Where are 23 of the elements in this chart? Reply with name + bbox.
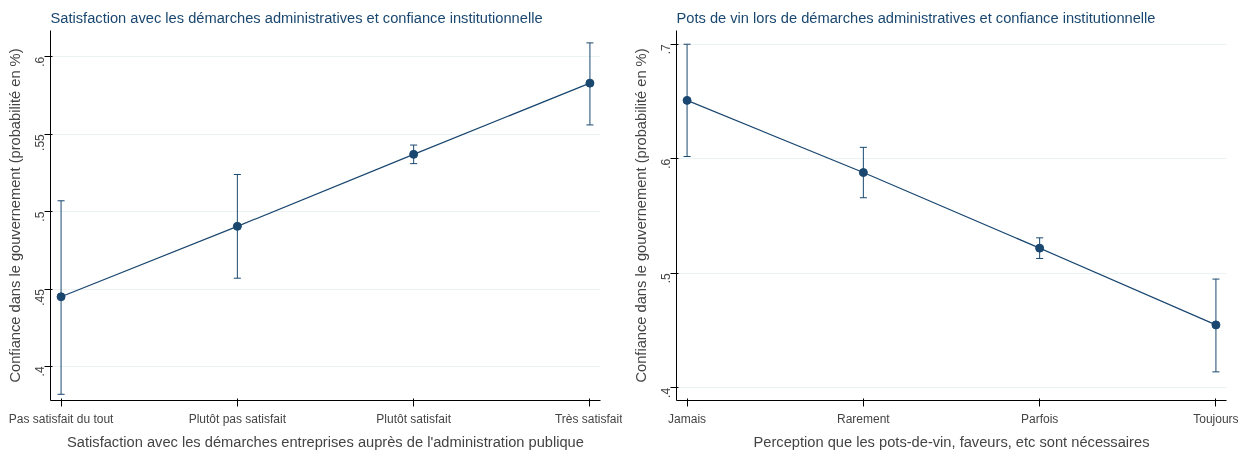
y-tick-label: .6 [659, 158, 673, 169]
y-tick-label: .45 [33, 288, 47, 306]
y-tick-label: .7 [659, 43, 673, 55]
x-axis-title: Satisfaction avec les démarches entreprises auprès de l'administration publique [67, 433, 584, 450]
y-axis-title: Confiance dans le gouvernement (probabilité en %) [632, 48, 649, 383]
x-tick-label: Plutôt satisfait [376, 411, 452, 426]
x-tick-label: Plutôt pas satisfait [188, 411, 287, 426]
x-tick-label: Toujours [1193, 411, 1239, 426]
x-tick-label: Parfois [1020, 411, 1059, 426]
y-tick-label: .4 [33, 366, 47, 377]
y-tick-label: .4 [659, 387, 673, 398]
x-tick-label: Pas satisfait du tout [8, 411, 115, 426]
y-axis-title: Confiance dans le gouvernement (probabilité en %) [6, 48, 23, 383]
chart-title: Satisfaction avec les démarches administratives et confiance institutionnelle [50, 9, 543, 26]
x-tick-label: Rarement [837, 411, 891, 426]
y-tick-label: .5 [659, 273, 673, 284]
x-tick-label: Jamais [668, 411, 707, 426]
x-tick-label: Très satisfait [554, 411, 624, 426]
x-axis-title: Perception que les pots-de-vin, faveurs, etc sont nécessaires [753, 433, 1150, 450]
y-tick-label: .5 [33, 211, 47, 222]
y-tick-label: .55 [33, 133, 47, 151]
y-tick-label: .6 [33, 56, 47, 67]
chart-title: Pots de vin lors de démarches administratives et confiance institutionnelle [676, 9, 1156, 26]
